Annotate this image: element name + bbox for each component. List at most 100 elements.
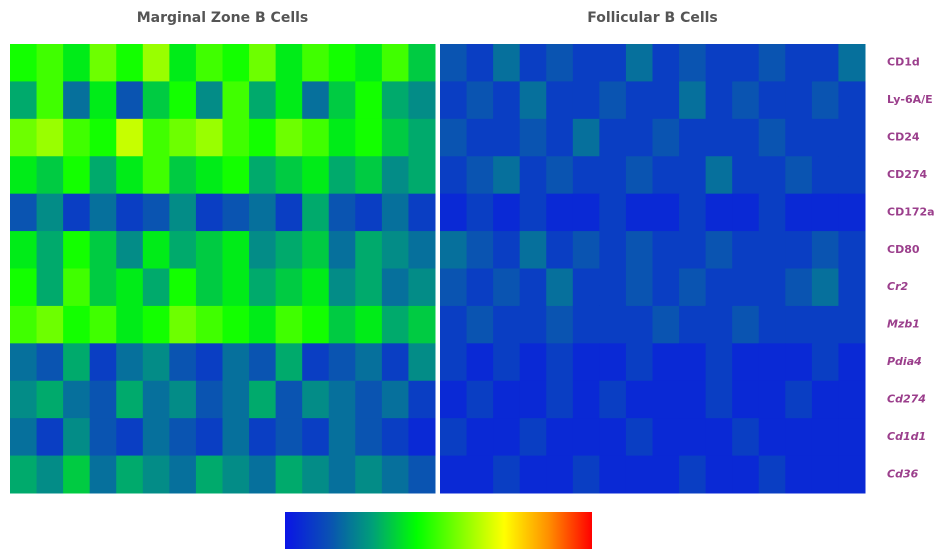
row-label: Pdia4: [887, 355, 922, 368]
heatmap-cell: [195, 268, 223, 307]
row-label: CD172a: [887, 205, 935, 218]
heatmap-cell: [222, 81, 250, 120]
heatmap-cell: [195, 343, 223, 382]
row-label: Cd274: [887, 392, 926, 405]
row-label: CD24: [887, 131, 920, 144]
heatmap-cell: [89, 44, 117, 82]
heatmap-cell: [328, 44, 356, 82]
heatmap-cell: [679, 231, 707, 269]
heatmap-cell: [328, 231, 356, 269]
heatmap-cell: [440, 343, 468, 382]
heatmap-cell: [625, 305, 653, 344]
heatmap-cell: [838, 380, 866, 419]
heatmap-cell: [838, 118, 866, 157]
heatmap-cell: [408, 156, 436, 195]
heatmap-cell: [599, 156, 627, 195]
heatmap-cell: [572, 305, 600, 344]
heatmap-cell: [10, 418, 38, 457]
heatmap-cell: [169, 81, 197, 120]
heatmap-cell: [116, 380, 144, 419]
heatmap-cell: [440, 156, 468, 195]
heatmap-cell: [679, 305, 707, 344]
heatmap-cell: [546, 118, 574, 157]
heatmap-cell: [466, 231, 494, 269]
heatmap-cell: [625, 418, 653, 457]
heatmap-cell: [758, 118, 786, 157]
heatmap-cell: [169, 118, 197, 157]
heatmap-cell: [519, 193, 547, 232]
heatmap-cell: [63, 81, 91, 120]
heatmap-cell: [811, 268, 839, 307]
heatmap-cell: [142, 44, 170, 82]
heatmap-cell: [275, 305, 303, 344]
heatmap-cell: [275, 81, 303, 120]
heatmap-cell: [758, 193, 786, 232]
heatmap-cell: [169, 193, 197, 232]
heatmap-cell: [408, 44, 436, 82]
heatmap-cell: [572, 231, 600, 269]
heatmap-cell: [679, 44, 707, 82]
heatmap-cell: [408, 268, 436, 307]
heatmap-cell: [222, 455, 250, 494]
heatmap-cell: [811, 380, 839, 419]
heatmap-cell: [599, 343, 627, 382]
heatmap-cell: [811, 305, 839, 344]
heatmap-cell: [89, 193, 117, 232]
heatmap-cell: [493, 343, 521, 382]
heatmap-cell: [732, 81, 760, 120]
heatmap-cell: [116, 81, 144, 120]
heatmap-cell: [466, 455, 494, 494]
heatmap-cell: [275, 455, 303, 494]
heatmap-cell: [785, 343, 813, 382]
heatmap-cell: [355, 268, 383, 307]
heatmap-cell: [440, 455, 468, 494]
heatmap-cell: [705, 193, 733, 232]
heatmap-cell: [195, 156, 223, 195]
heatmap-cell: [142, 418, 170, 457]
heatmap-cell: [302, 118, 330, 157]
heatmap-cell: [811, 44, 839, 82]
heatmap-cell: [222, 44, 250, 82]
heatmap-cell: [546, 193, 574, 232]
heatmap-cell: [222, 418, 250, 457]
heatmap-cell: [546, 343, 574, 382]
heatmap-cell: [519, 343, 547, 382]
heatmap-cell: [440, 44, 468, 82]
heatmap-cell: [466, 268, 494, 307]
heatmap-cell: [63, 193, 91, 232]
heatmap-cell: [408, 343, 436, 382]
heatmap-cell: [381, 193, 409, 232]
heatmap-cell: [785, 81, 813, 120]
heatmap-cell: [222, 156, 250, 195]
heatmap-cell: [10, 118, 38, 157]
heatmap-cell: [169, 305, 197, 344]
heatmap-cell: [785, 380, 813, 419]
heatmap-cell: [142, 231, 170, 269]
heatmap-cell: [222, 305, 250, 344]
heatmap-cell: [222, 268, 250, 307]
heatmap-cell: [355, 455, 383, 494]
heatmap-cell: [381, 418, 409, 457]
heatmap-cell: [275, 343, 303, 382]
heatmap-cell: [679, 268, 707, 307]
heatmap-cell: [705, 380, 733, 419]
heatmap-cell: [381, 81, 409, 120]
heatmap-cell: [838, 305, 866, 344]
heatmap-cell: [10, 343, 38, 382]
heatmap-cell: [36, 305, 64, 344]
heatmap-cell: [546, 380, 574, 419]
heatmap-cell: [572, 193, 600, 232]
colorbar: [285, 512, 592, 549]
heatmap-cell: [493, 268, 521, 307]
heatmap-cell: [63, 118, 91, 157]
column-group-title: Marginal Zone B Cells: [137, 10, 309, 26]
heatmap-cell: [195, 193, 223, 232]
heatmap-cell: [572, 343, 600, 382]
heatmap-cell: [758, 44, 786, 82]
heatmap-cell: [705, 118, 733, 157]
heatmap-cell: [572, 156, 600, 195]
heatmap-cell: [599, 268, 627, 307]
heatmap-cell: [758, 305, 786, 344]
heatmap-cell: [519, 81, 547, 120]
heatmap-cell: [328, 81, 356, 120]
